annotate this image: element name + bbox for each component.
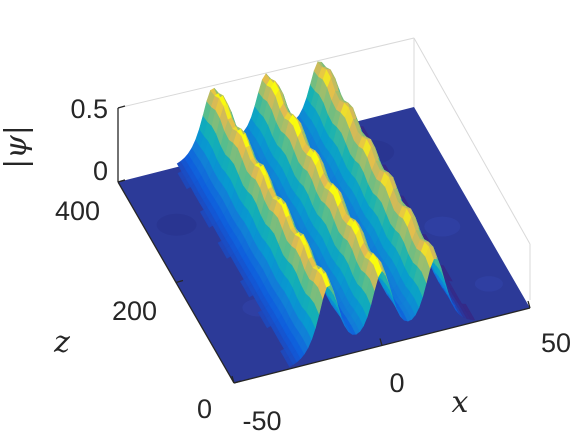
z-tick-label-0: 0	[93, 156, 108, 186]
x-tick-label-0: -50	[242, 406, 281, 436]
floor-mottle	[156, 213, 197, 236]
x-tick-mark	[231, 375, 235, 384]
y-tick-mark	[233, 380, 242, 384]
z-tick-mark	[117, 105, 126, 109]
x-tick-mark	[527, 300, 531, 309]
tick-marks	[117, 105, 531, 384]
surface-patch	[465, 311, 476, 321]
x-axis-label: x	[452, 385, 469, 420]
floor-mottle	[424, 216, 461, 237]
surface-patch	[443, 272, 453, 282]
z-tick-mark	[117, 179, 126, 183]
z-tick-label-1: 0.5	[70, 94, 108, 124]
z-axis-label: |ψ|	[0, 125, 34, 169]
y-axis-label: z	[53, 325, 70, 360]
y-tick-mark	[175, 279, 184, 284]
y-tick-label-2: 400	[55, 196, 100, 226]
axis-box	[117, 37, 531, 300]
floor-mottle	[474, 276, 503, 292]
x-tick-label-2: 50	[541, 328, 571, 358]
x-tick-label-1: 0	[389, 368, 404, 398]
y-tick-label-1: 200	[112, 296, 157, 326]
surface-ridges	[176, 61, 476, 368]
y-tick-label-0: 0	[197, 394, 212, 424]
x-tick-mark	[379, 338, 383, 346]
